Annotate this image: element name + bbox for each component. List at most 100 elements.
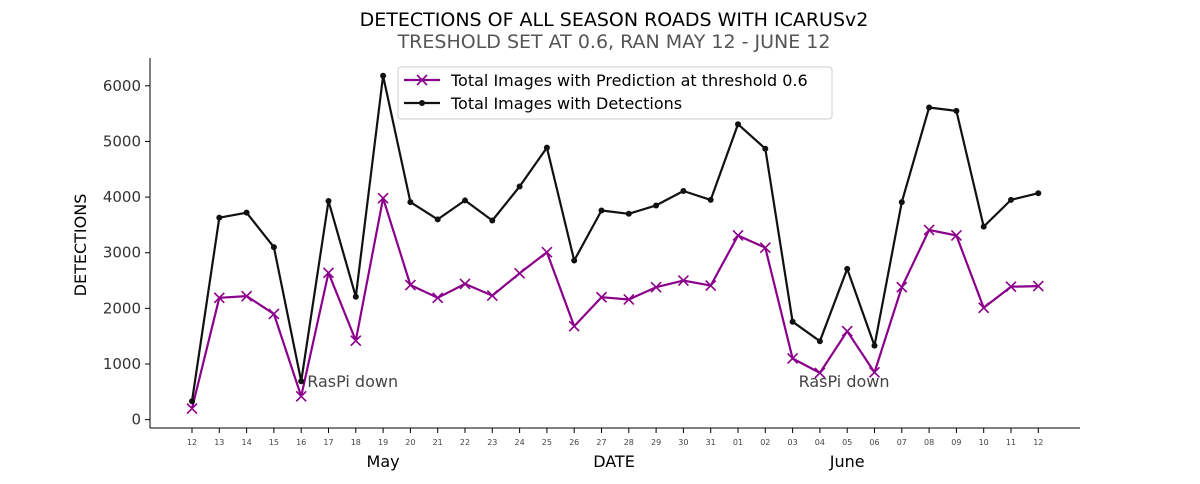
x-marker-stroke: [814, 367, 826, 379]
x-marker: [241, 290, 253, 302]
legend-label: Total Images with Detections: [450, 94, 682, 113]
dot-marker: [926, 104, 933, 111]
x-tick-label: 12: [187, 438, 197, 447]
x-tick-label: 15: [269, 438, 279, 447]
x-marker: [1005, 281, 1017, 293]
y-tick-label: 6000: [103, 77, 141, 95]
x-marker-stroke: [186, 402, 198, 415]
y-tick-label: 4000: [103, 188, 141, 206]
dot-marker: [216, 214, 223, 221]
x-tick-label: 03: [788, 438, 798, 447]
x-tick-label: 06: [869, 438, 879, 447]
dot-marker: [243, 209, 250, 216]
x-tick-label: 26: [569, 438, 579, 447]
x-tick-label: 12: [1033, 438, 1043, 447]
y-tick-label: 0: [131, 411, 141, 429]
x-marker: [759, 242, 771, 254]
x-marker-stroke: [759, 242, 771, 254]
x-marker-stroke: [978, 302, 990, 314]
x-marker-stroke: [322, 267, 335, 279]
dot-marker: [407, 199, 414, 206]
x-tick-label: 31: [706, 438, 716, 447]
x-marker: [814, 367, 826, 379]
y-tick-label: 2000: [103, 299, 141, 317]
legend-label: Total Images with Prediction at threshol…: [450, 71, 808, 90]
dot-marker: [653, 202, 660, 209]
month-label: June: [829, 452, 865, 471]
x-tick-label: 13: [214, 438, 224, 447]
x-tick-label: 07: [897, 438, 907, 447]
dot-marker: [762, 145, 769, 152]
month-label: May: [367, 452, 400, 471]
x-marker: [623, 293, 635, 306]
dot-marker: [434, 216, 441, 223]
dot-marker: [735, 121, 741, 128]
x-marker-stroke: [732, 229, 744, 242]
annotation-text: RasPi down: [307, 372, 398, 391]
x-marker-stroke: [787, 352, 799, 365]
x-marker: [787, 352, 799, 365]
legend-item: Total Images with Detections: [404, 94, 682, 113]
x-marker: [705, 279, 717, 292]
annotations: RasPi down RasPi down: [307, 372, 889, 391]
x-tick-label: 17: [323, 438, 333, 447]
x-marker: [595, 291, 608, 303]
legend-marker: [419, 100, 425, 106]
x-marker-stroke: [623, 293, 635, 306]
dot-marker: [571, 257, 578, 264]
x-marker: [732, 229, 744, 242]
x-marker: [923, 224, 935, 236]
y-tick-label: 5000: [103, 132, 141, 150]
y-axis-label: DETECTIONS: [71, 194, 90, 297]
x-tick-label: 30: [678, 438, 688, 447]
x-tick-label: 18: [351, 438, 361, 447]
dot-marker: [462, 197, 468, 204]
x-marker-stroke: [295, 390, 307, 402]
x-marker-stroke: [486, 290, 498, 302]
x-marker: [268, 308, 280, 320]
x-marker: [568, 320, 580, 332]
x-marker-stroke: [1005, 281, 1017, 293]
dot-marker: [844, 265, 851, 272]
series: [186, 72, 1044, 415]
x-marker-stroke: [923, 224, 935, 236]
x-marker: [186, 402, 198, 415]
x-marker: [377, 192, 389, 204]
series-1: [186, 192, 1044, 415]
x-marker-stroke: [1032, 280, 1044, 292]
x-marker: [868, 366, 881, 378]
x-tick-label: 04: [815, 438, 825, 447]
dot-marker: [516, 183, 523, 190]
x-tick-label: 21: [433, 438, 443, 447]
x-tick-label: 09: [951, 438, 961, 447]
dot-marker: [298, 378, 305, 385]
series-line: [190, 197, 1039, 409]
legend: Total Images with Prediction at threshol…: [397, 66, 833, 120]
dot-marker: [1008, 196, 1014, 203]
dot-marker: [270, 244, 277, 251]
x-marker: [213, 292, 225, 304]
x-tick-label: 08: [924, 438, 934, 447]
dot-marker: [325, 197, 332, 204]
x-marker: [1032, 280, 1044, 292]
dot-marker: [489, 217, 496, 224]
x-tick-label: 14: [242, 438, 252, 447]
x-marker-stroke: [650, 281, 662, 293]
x-marker: [541, 246, 553, 258]
x-tick-label: 24: [515, 438, 525, 447]
x-marker-stroke: [432, 292, 444, 304]
x-tick-label: 29: [651, 438, 661, 447]
dot-marker: [707, 196, 714, 203]
x-tick-label: 10: [979, 438, 989, 447]
x-marker: [432, 292, 444, 304]
x-marker-stroke: [241, 290, 253, 302]
x-marker-stroke: [213, 292, 225, 304]
x-marker: [486, 290, 498, 302]
x-marker: [404, 279, 416, 291]
axes: 0 1000 2000 3000 4000 5000 6000 12 13 14 15 16 17 18 1…: [103, 58, 1080, 471]
x-tick-label: 23: [487, 438, 497, 447]
x-tick-label: 19: [378, 438, 388, 447]
dot-marker: [789, 318, 796, 325]
